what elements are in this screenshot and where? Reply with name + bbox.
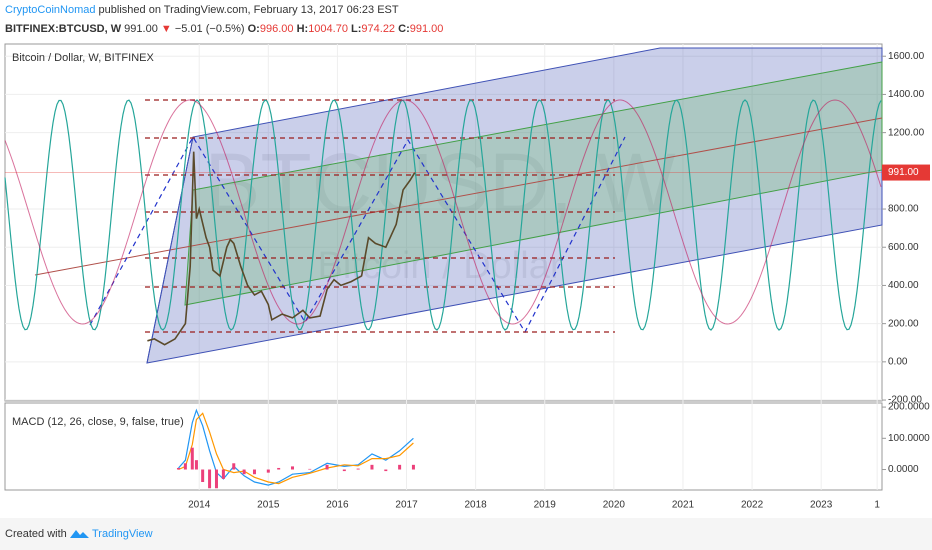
footer-bar: [0, 518, 932, 550]
histogram-bar: [308, 468, 312, 470]
author[interactable]: CryptoCoinNomad: [5, 4, 95, 16]
y-tick-label: 200.00: [888, 318, 919, 329]
histogram-bar: [290, 466, 294, 470]
histogram-bar: [214, 469, 218, 489]
y-tick-label: 1200.00: [888, 127, 925, 138]
x-tick-label: 2016: [326, 500, 349, 511]
histogram-bar: [252, 469, 256, 475]
ohlc-label: O:: [248, 23, 260, 35]
y-tick-label: -200.00: [888, 395, 922, 406]
y-tick-label: 800.00: [888, 204, 919, 215]
histogram-bar: [194, 460, 198, 470]
histogram-bar: [221, 469, 225, 479]
histogram-bar: [242, 469, 246, 475]
x-tick-label: 2020: [603, 500, 626, 511]
y-tick-label: 0.00: [888, 356, 908, 367]
last-price-label: 991.00: [888, 167, 919, 178]
footer-brand[interactable]: TradingView: [92, 528, 153, 540]
histogram-bar: [342, 469, 346, 472]
x-tick-label: 2018: [465, 500, 488, 511]
marks: [5, 151, 882, 489]
ohlc-value: 996.00: [260, 23, 294, 35]
ohlc-value: 991.00: [410, 23, 444, 35]
x-tick-label: 2023: [810, 500, 833, 511]
symbol: BITFINEX:BTCUSD, W: [5, 23, 122, 35]
x-tick-label: 2017: [395, 500, 418, 511]
y-tick-label: 400.00: [888, 280, 919, 291]
histogram-bar: [277, 467, 281, 470]
histogram-bar: [190, 447, 194, 470]
grid: [5, 44, 882, 490]
histogram-bar: [384, 469, 388, 472]
x-tick-label: 2022: [741, 500, 764, 511]
histogram-bar: [208, 469, 212, 489]
zigzag: [89, 135, 626, 334]
ohlc-value: 1004.70: [308, 23, 348, 35]
header-line-2: BITFINEX:BTCUSD, W 991.00 ▼ −5.01 (−0.5%…: [5, 23, 443, 35]
histogram-bar: [398, 464, 402, 470]
ohlc-label: C:: [398, 23, 410, 35]
y-tick-label: 1400.00: [888, 89, 925, 100]
macd-pane: [4, 402, 883, 491]
y-tick-label: 0.0000: [888, 464, 919, 475]
x-tick-label: 1: [874, 500, 880, 511]
macd-legend: MACD (12, 26, close, 9, false, true): [12, 416, 184, 428]
x-tick-label: 2015: [257, 500, 280, 511]
x-tick-label: 2019: [534, 500, 557, 511]
price-line: [147, 151, 416, 346]
x-tick-label: 2021: [672, 500, 695, 511]
ohlc-value: 974.22: [361, 23, 395, 35]
cycle-fast: [4, 99, 882, 331]
price-legend: Bitcoin / Dollar, W, BITFINEX: [12, 52, 154, 64]
histogram-bar: [266, 469, 270, 473]
levels: [145, 99, 615, 333]
histogram-bar: [183, 463, 187, 470]
x-tick-label: 2014: [188, 500, 211, 511]
histogram-bar: [232, 463, 236, 470]
macd-line: [178, 408, 414, 486]
histogram-bar: [201, 469, 205, 483]
watermark-name: Bitcoin / Dollar: [318, 245, 563, 287]
macd-line: [178, 412, 414, 485]
histogram-bar: [356, 468, 360, 470]
y-tick-label: 200.0000: [888, 402, 930, 413]
change: −5.01 (−0.5%): [175, 23, 245, 35]
histogram-bar: [411, 464, 415, 470]
last-price-box: [882, 164, 930, 181]
axes: 2014 2015 2016 2017 2018 2019 2020 2021 2022 2023…: [188, 51, 930, 511]
histogram-bar: [325, 464, 329, 470]
histogram-bar: [176, 467, 180, 470]
cycle-slow: [4, 99, 882, 325]
y-tick-label: 100.0000: [888, 433, 930, 444]
brand-logo: [70, 530, 89, 538]
histogram-bar: [370, 464, 374, 470]
y-tick-label: 600.00: [888, 242, 919, 253]
arrow: ▼: [161, 23, 172, 35]
ohlc-label: L:: [351, 23, 361, 35]
ohlc-label: H:: [297, 23, 309, 35]
price: 991.00: [124, 23, 158, 35]
header-line-1: CryptoCoinNomad published on TradingView…: [5, 4, 399, 16]
y-tick-label: 1600.00: [888, 51, 925, 62]
published: published on TradingView.com, February 1…: [99, 4, 399, 16]
footer-created: Created with: [5, 528, 67, 540]
